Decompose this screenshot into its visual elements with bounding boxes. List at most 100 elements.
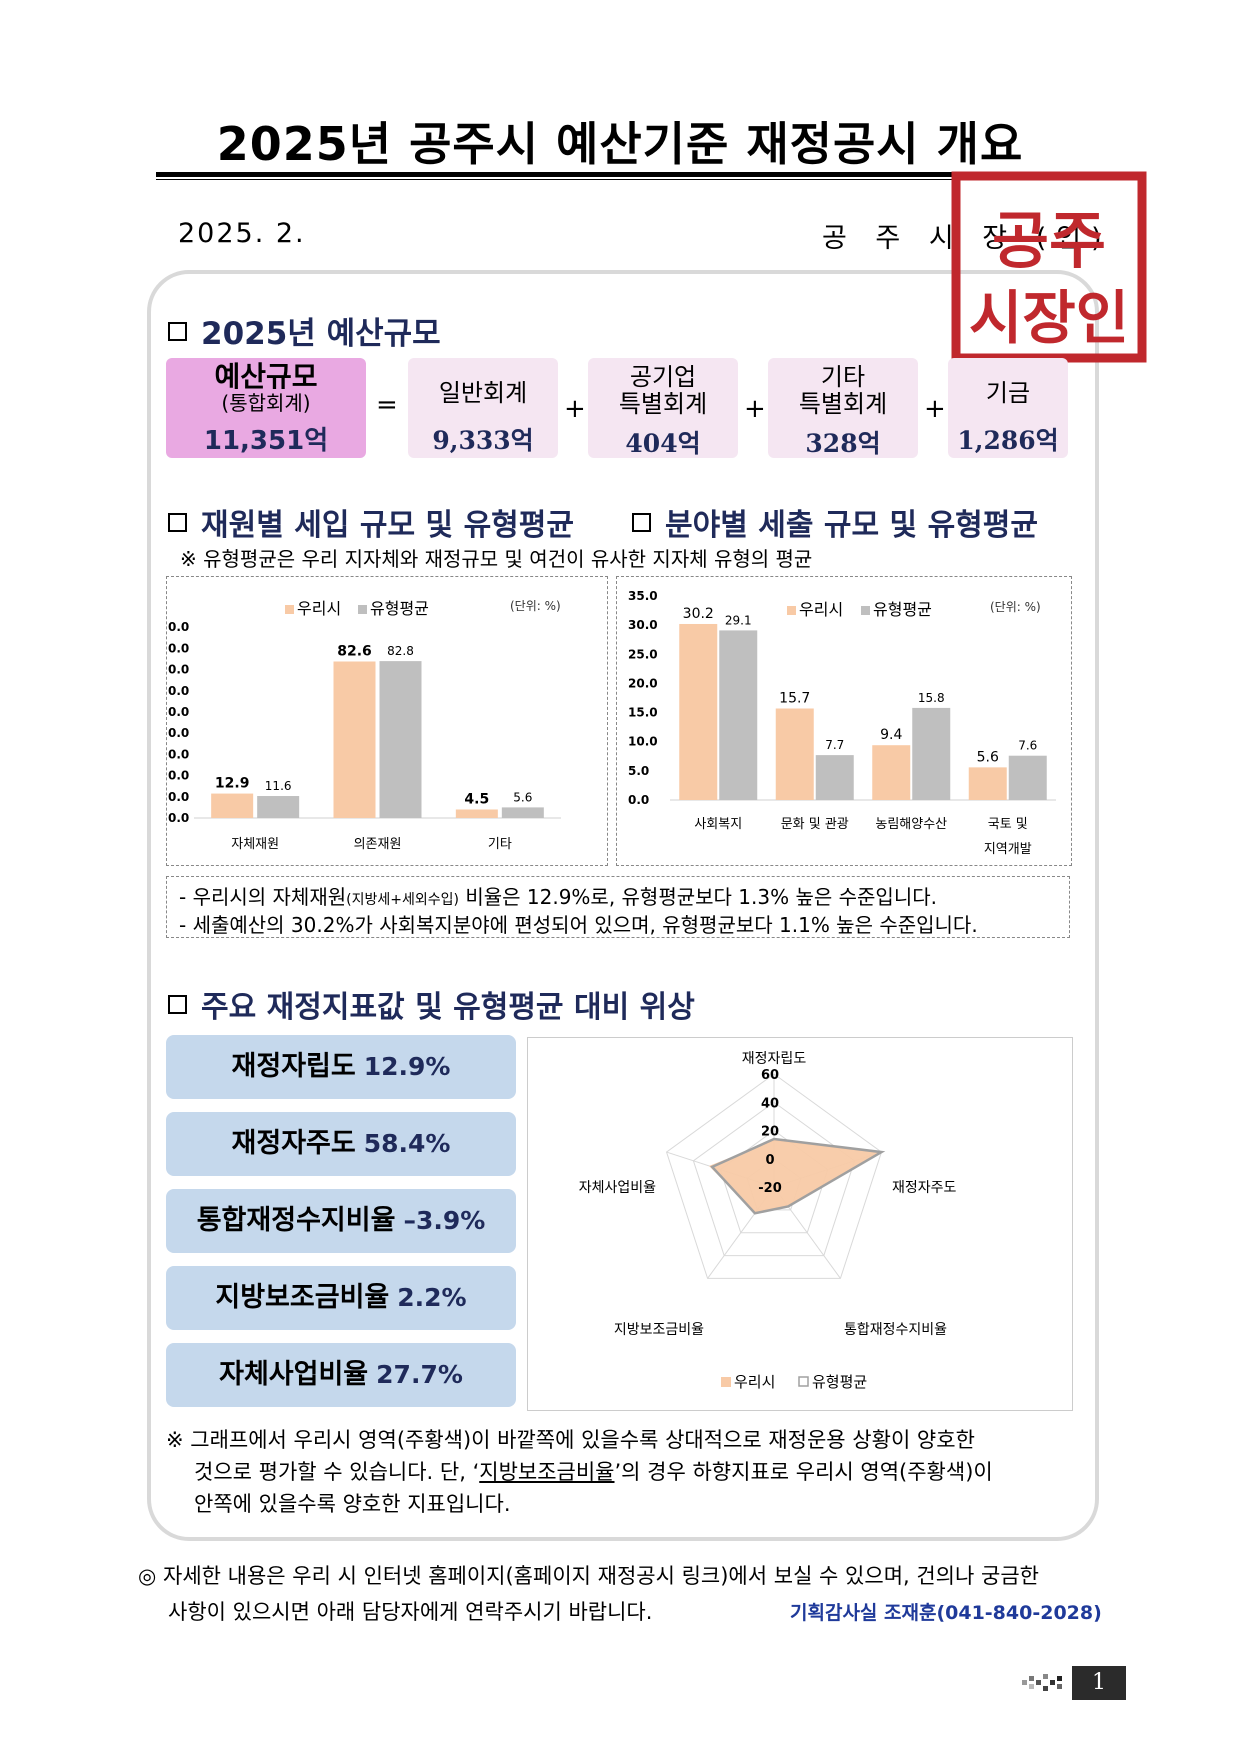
legend-swatch-avg [358, 605, 367, 614]
data-label: 7.6 [1018, 739, 1037, 753]
seal-text-bottom: 시장인 [969, 284, 1129, 352]
publish-date: 2025. 2. [178, 218, 306, 249]
radar-note: ※ 그래프에서 우리시 영역(주황색)이 바깥쪽에 있을수록 상대적으로 재정운… [166, 1428, 993, 1516]
y-tick-label: 0.0 [168, 811, 189, 825]
page-number: 1 [1072, 1666, 1126, 1700]
kpi-fiscal-independence: 재정자립도 12.9% [166, 1035, 516, 1099]
budget-item-value: 1,286억 [957, 426, 1059, 455]
y-tick-label: 35.0 [628, 589, 658, 603]
title-rule-thick [156, 172, 1086, 177]
data-label: 15.8 [918, 691, 945, 705]
page-decoration-icon [1022, 1674, 1062, 1691]
checkbox-bullet-icon [168, 513, 187, 532]
radar-chart-frame [527, 1037, 1073, 1411]
budget-total-tile: 예산규모 (통합회계) 11,351억 [166, 358, 366, 458]
radial-tick-label: 40 [761, 1096, 779, 1111]
data-label: 5.6 [977, 749, 999, 765]
budget-item-label: 공기업 [629, 363, 697, 391]
radar-axis-label: 통합재정수지비율 [844, 1322, 947, 1338]
revenue-bar-chart: 0.0 0.0 0.0 0.0 0.0 0.0 0.0 0.0 0.0 0.0 12.9 11.6 자체… [168, 599, 561, 852]
section-heading-budget: 2025년 예산규모 [168, 308, 441, 353]
plus-sign: + [924, 394, 946, 424]
bar-avg [1008, 755, 1047, 800]
y-tick-label: 0.0 [168, 620, 189, 634]
budget-item-value: 9,333억 [432, 426, 534, 455]
bar-avg [912, 707, 951, 800]
radar-axis-label: 재정자립도 [742, 1051, 807, 1067]
bar-avg [379, 661, 422, 818]
budget-item-label2: 특별회계 [798, 390, 888, 418]
radial-tick-label: 0 [765, 1153, 774, 1168]
kpi-fiscal-autonomy: 재정자주도 58.4% [166, 1112, 516, 1176]
title-rule-thin [156, 179, 1086, 180]
unit-label: (단위: %) [990, 600, 1041, 614]
legend-swatch-avg [861, 606, 870, 615]
budget-item-value: 328억 [805, 429, 881, 458]
data-label: 82.8 [387, 644, 414, 658]
budget-item-value: 404억 [625, 429, 701, 458]
plus-sign: + [564, 394, 586, 424]
y-tick-label: 0.0 [628, 793, 649, 807]
budget-total-value: 11,351억 [203, 426, 329, 456]
budget-item-label2: 특별회계 [618, 390, 708, 418]
unit-label: (단위: %) [510, 599, 561, 613]
budget-item-enterprise: 공기업 특별회계 404억 [588, 358, 738, 458]
y-tick-label: 20.0 [628, 676, 658, 690]
y-tick-label: 10.0 [628, 735, 658, 749]
summary-line-1: - 우리시의 자체재원(지방세+세외수입) 비율은 12.9%로, 유형평균보다… [179, 885, 937, 909]
legend-swatch-avg [798, 1376, 809, 1387]
y-tick-label: 30.0 [628, 618, 658, 632]
bar-ours [775, 708, 814, 800]
chart-frame-expenditure [616, 576, 1072, 866]
checkbox-bullet-icon [168, 995, 187, 1014]
y-tick-label: 5.0 [628, 764, 649, 778]
kpi-integrated-balance: 통합재정수지비율 –3.9% [166, 1189, 516, 1253]
plus-sign: + [744, 394, 766, 424]
x-tick-label: 지역개발 [984, 842, 1032, 857]
budget-item-other-special: 기타 특별회계 328억 [768, 358, 918, 458]
y-tick-label: 0.0 [168, 663, 189, 677]
x-tick-label: 의존재원 [354, 837, 402, 852]
legend-label-avg: 유형평균 [873, 600, 932, 619]
official-seal-icon: 공주 시장인 [951, 171, 1147, 363]
y-tick-label: 25.0 [628, 647, 658, 661]
radial-tick-label: 20 [761, 1125, 779, 1140]
x-tick-label: 국토 및 [988, 817, 1028, 832]
bar-avg [257, 796, 300, 818]
radar-outline-avg [710, 1137, 886, 1215]
bar-ours [679, 623, 718, 800]
y-tick-label: 0.0 [168, 705, 189, 719]
section-heading-revenue: 재원별 세입 규모 및 유형평균 [168, 500, 574, 544]
budget-total-label: 예산규모 [214, 360, 318, 393]
kpi-local-subsidy: 지방보조금비율 2.2% [166, 1266, 516, 1330]
type-average-note: ※ 유형평균은 우리 지자체와 재정규모 및 여건이 유사한 지자체 유형의 평… [180, 547, 813, 571]
footer-line-1: ◎ 자세한 내용은 우리 시 인터넷 홈페이지(홈페이지 재정공시 링크)에서 … [138, 1564, 1039, 1588]
radial-tick-label: -20 [758, 1181, 782, 1196]
bar-ours [872, 745, 911, 800]
bar-avg [719, 630, 758, 800]
y-tick-label: 15.0 [628, 706, 658, 720]
checkbox-bullet-icon [168, 322, 187, 341]
y-tick-label: 0.0 [168, 726, 189, 740]
data-label: 4.5 [464, 791, 489, 807]
legend-label-ours: 우리시 [799, 600, 843, 619]
x-tick-label: 기타 [488, 837, 512, 852]
legend-label-avg: 유형평균 [370, 599, 429, 618]
legend-swatch-ours [787, 606, 796, 615]
budget-item-fund: 기금 1,286억 [948, 358, 1068, 458]
bar-ours [333, 661, 376, 818]
budget-item-general: 일반회계 9,333억 [408, 358, 558, 458]
footer-line-2: 사항이 있으시면 아래 담당자에게 연락주시기 바랍니다. [168, 1600, 653, 1624]
data-label: 29.1 [725, 613, 752, 627]
data-label: 12.9 [215, 776, 250, 792]
radial-tick-label: 60 [761, 1068, 779, 1083]
radar-grid-ring [665, 1073, 883, 1279]
y-tick-label: 0.0 [168, 747, 189, 761]
budget-total-sublabel: (통합회계) [221, 391, 311, 415]
data-label: 9.4 [880, 727, 902, 743]
data-label: 30.2 [683, 606, 714, 622]
radar-axis-label: 재정자주도 [892, 1180, 957, 1196]
seal-text-top: 공주 [992, 204, 1106, 277]
chart-frame-revenue [166, 576, 608, 866]
